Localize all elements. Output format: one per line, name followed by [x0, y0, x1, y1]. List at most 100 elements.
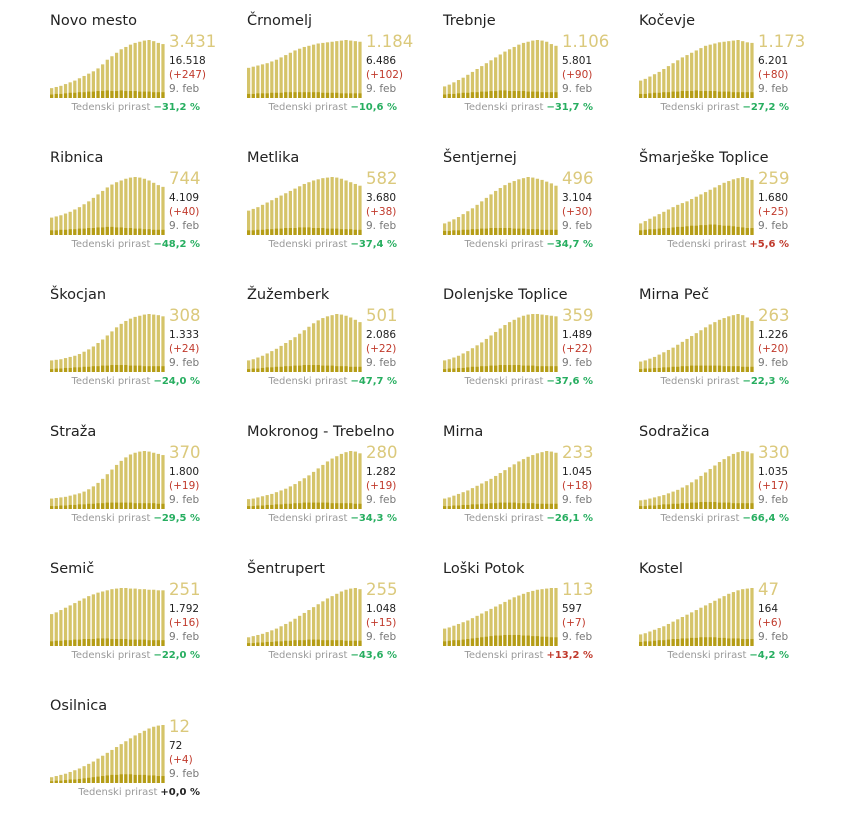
weekly-growth-label: Tedenski prirast [268, 102, 348, 113]
new-cases-bar [110, 774, 114, 783]
active-cases-bar [82, 491, 86, 509]
new-cases-bar [96, 227, 100, 235]
active-cases-bar [750, 588, 754, 646]
active-cases-bar [494, 331, 498, 372]
total-cases-value: 1.282 [366, 466, 397, 478]
new-cases-bar [260, 642, 265, 646]
active-cases-bar [128, 318, 133, 372]
new-cases-bar [466, 92, 470, 98]
active-cases-bar [540, 40, 544, 98]
new-cases-bar [260, 505, 265, 509]
new-cases-bar [284, 503, 288, 509]
active-cases-bar [288, 340, 292, 372]
new-cases-bar [63, 93, 68, 98]
new-cases-bar [339, 366, 344, 372]
weekly-growth-value: −48,2 % [153, 239, 200, 250]
active-cases-bar [643, 499, 647, 509]
new-cases-bar [133, 639, 137, 646]
new-cases-bar [648, 229, 652, 235]
new-cases-bar [703, 225, 708, 235]
active-cases-bar [475, 615, 479, 646]
new-cases-bar [316, 502, 320, 509]
new-cases-bar [63, 780, 68, 783]
new-cases-value: (+6) [758, 617, 782, 629]
active-cases-bar [703, 45, 708, 98]
active-cases-bar [699, 48, 703, 98]
new-cases-bar [731, 638, 736, 646]
new-cases-bar [142, 774, 147, 783]
new-cases-bar [648, 641, 652, 646]
new-cases-bar [736, 226, 740, 235]
new-cases-bar [311, 92, 316, 98]
active-cases-bar [50, 777, 54, 783]
active-cases-bar [443, 360, 447, 372]
new-cases-bar [717, 365, 722, 372]
new-cases-bar [475, 366, 479, 372]
active-cases-bar [545, 588, 549, 646]
new-cases-bar [680, 226, 684, 235]
active-cases-bar [311, 471, 316, 509]
active-cases-bar [484, 197, 488, 235]
active-cases-bar [643, 78, 647, 98]
active-cases-bar [73, 770, 77, 783]
municipality-name: Loški Potok [443, 561, 525, 577]
new-cases-bar [554, 92, 558, 98]
new-cases-bar [652, 505, 657, 509]
new-cases-bar [447, 506, 451, 509]
cases-bar-chart [639, 40, 754, 98]
active-cases-bar [470, 618, 475, 646]
new-cases-bar [517, 228, 521, 235]
new-cases-bar [549, 92, 553, 98]
cases-bar-chart [443, 451, 558, 509]
new-cases-bar [676, 226, 680, 235]
active-cases-value: 359 [562, 306, 594, 325]
active-cases-bar [727, 593, 731, 646]
new-cases-bar [685, 638, 689, 646]
active-cases-bar [50, 88, 54, 98]
active-cases-bar [652, 629, 657, 646]
new-cases-bar [302, 502, 306, 509]
active-cases-bar [279, 345, 283, 372]
new-cases-bar [639, 506, 643, 509]
active-cases-bar [96, 592, 100, 646]
new-cases-bar [349, 640, 353, 646]
active-cases-bar [152, 726, 156, 783]
active-cases-bar [133, 452, 137, 509]
new-cases-bar [274, 92, 279, 98]
new-cases-bar [456, 505, 461, 509]
new-cases-bar [727, 366, 731, 372]
new-cases-bar [124, 774, 128, 783]
active-cases-bar [554, 316, 558, 372]
municipality-name: Mokronog - Trebelno [247, 424, 395, 440]
active-cases-bar [639, 634, 643, 646]
new-cases-bar [461, 92, 465, 98]
new-cases-bar [452, 93, 456, 98]
new-cases-bar [554, 637, 558, 646]
total-cases-value: 3.104 [562, 192, 593, 204]
active-cases-bar [54, 776, 58, 783]
new-cases-bar [161, 776, 165, 783]
new-cases-bar [251, 368, 255, 372]
weekly-growth: Tedenski prirast −34,3 % [268, 512, 397, 526]
active-cases-bar [554, 45, 558, 98]
active-cases-bar [549, 588, 553, 646]
active-cases-bar [648, 498, 652, 509]
new-cases-bar [358, 503, 362, 509]
active-cases-bar [699, 330, 703, 372]
active-cases-bar [353, 183, 357, 235]
cases-bar-chart [639, 314, 754, 372]
new-cases-bar [480, 366, 484, 372]
weekly-growth-value: −34,7 % [546, 239, 593, 250]
active-cases-bar [114, 464, 119, 509]
municipality-panel: Osilnica 12 72 (+4) 9. feb Tedenski prirast +0… [50, 697, 246, 827]
new-cases-bar [274, 366, 279, 372]
new-cases-bar [521, 228, 526, 235]
active-cases-bar [498, 188, 502, 235]
active-cases-bar [247, 499, 251, 509]
active-cases-bar [119, 49, 123, 98]
new-cases-bar [161, 640, 165, 646]
active-cases-bar [247, 67, 251, 98]
active-cases-bar [549, 183, 553, 235]
new-cases-bar [535, 503, 540, 509]
new-cases-bar [447, 93, 451, 98]
